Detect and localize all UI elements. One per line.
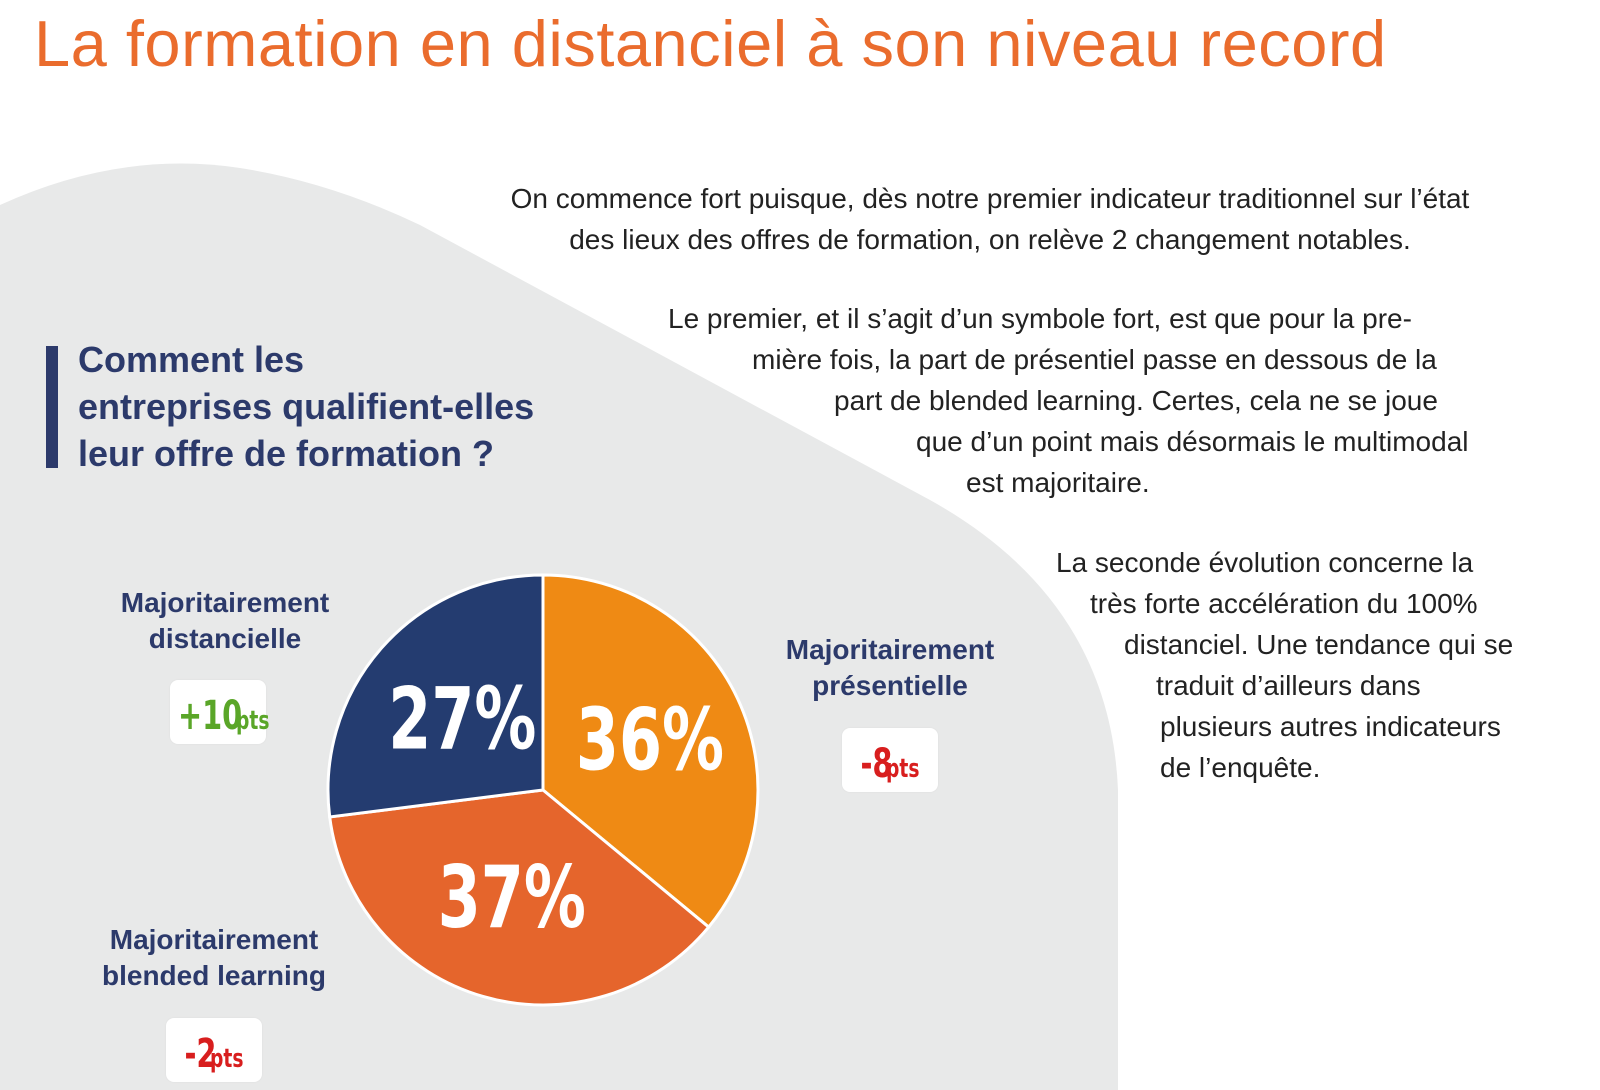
change-value: +10 <box>178 693 243 739</box>
question-line: leur offre de formation ? <box>78 433 495 474</box>
pie-slice-presentielle <box>541 573 760 930</box>
intro-text: On commence fort puisque, dès notre prem… <box>400 178 1580 300</box>
intro-line: Le premier, et il s’agit d’un symbole fo… <box>668 303 1412 334</box>
slice-label-blended: Majoritairement blended learning <box>74 922 354 994</box>
question-line: entreprises qualifient-elles <box>78 386 535 427</box>
slice-label-line: Majoritairement <box>109 924 319 955</box>
pie-value-label-distancielle: 27% <box>388 668 536 769</box>
intro-line: plusieurs autres indicateurs <box>1160 711 1501 742</box>
question-accent-bar <box>46 346 58 468</box>
pie-slice-blended <box>328 788 711 1007</box>
slice-label-line: blended learning <box>101 960 327 991</box>
intro-paragraph-1: On commence fort puisque, dès notre prem… <box>400 178 1580 260</box>
change-unit: pts <box>209 1044 244 1074</box>
pie-value-label-presentielle: 36% <box>576 689 724 790</box>
question-line: Comment les <box>78 339 305 380</box>
slice-label-line: Majoritairement <box>120 587 330 618</box>
slice-label-line: distancielle <box>148 623 302 654</box>
change-unit: pts <box>236 706 270 736</box>
change-value: -2 <box>183 1031 216 1077</box>
change-badge-distancielle: +10 pts <box>170 680 270 744</box>
page-title: La formation en distanciel à son niveau … <box>34 7 1387 80</box>
intro-line: On commence fort puisque, dès notre prem… <box>510 183 1470 214</box>
pie-value-label-blended: 37% <box>438 847 586 948</box>
intro-line: part de blended learning. Certes, cela n… <box>834 385 1438 416</box>
intro-line: La seconde évolution concerne la <box>1056 547 1474 578</box>
slice-label-line: présentielle <box>812 670 968 701</box>
intro-line: est majoritaire. <box>966 467 1150 498</box>
intro-line: traduit d’ailleurs dans <box>1156 670 1421 701</box>
intro-line: des lieux des offres de formation, on re… <box>569 224 1411 255</box>
change-badge-presentielle: -8 pts <box>842 728 938 792</box>
chart-question: Comment les entreprises qualifient-elles… <box>78 336 698 477</box>
intro-line: distanciel. Une tendance qui se <box>1124 629 1514 660</box>
change-unit: pts <box>885 754 920 784</box>
change-value: -8 <box>859 741 892 787</box>
intro-line: de l’enquête. <box>1160 752 1321 783</box>
slice-label-distancielle: Majoritairement distancielle <box>90 585 360 657</box>
change-badge-blended: -2 pts <box>166 1018 262 1082</box>
intro-line: mière fois, la part de présentiel passe … <box>752 344 1437 375</box>
intro-line: que d’un point mais désormais le multimo… <box>916 426 1469 457</box>
slice-label-presentielle: Majoritairement présentielle <box>760 632 1020 704</box>
pie-slice-distancielle <box>326 573 545 819</box>
slice-label-line: Majoritairement <box>785 634 995 665</box>
intro-line: très forte accélération du 100% <box>1090 588 1478 619</box>
